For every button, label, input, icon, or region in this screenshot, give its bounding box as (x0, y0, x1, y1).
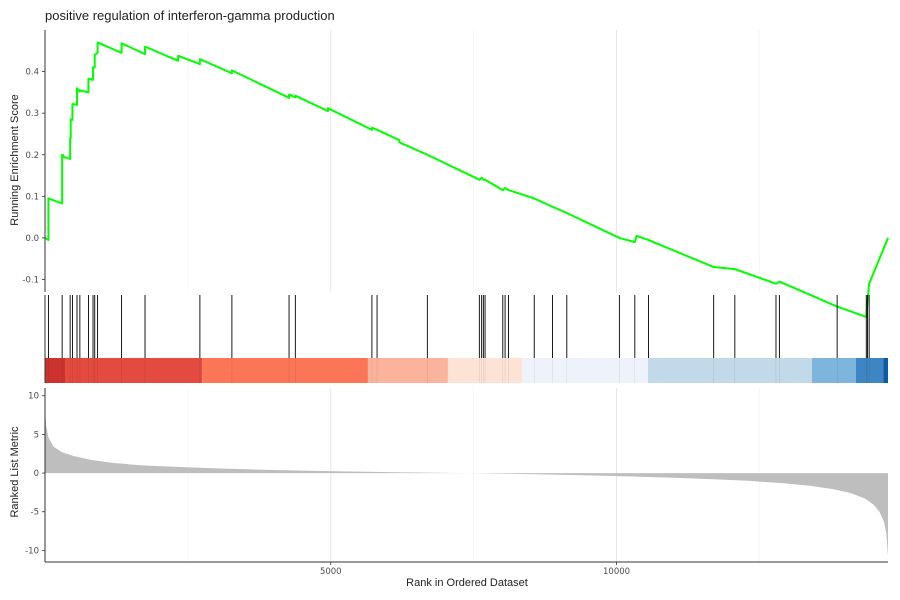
rank-color-segment (522, 358, 649, 383)
rank-y-tick-label: 0 (34, 469, 39, 479)
axes: -0.1 0.0 0.1 0.2 0.3 0.4 -10 -5 0 5 10 5000 10000 (22, 30, 888, 577)
rank-color-bar (45, 358, 888, 383)
rank-color-overlay (45, 358, 66, 383)
rank-color-segment (367, 358, 448, 383)
rank-color-segment (883, 358, 888, 383)
es-y-tick-label: 0.4 (25, 68, 39, 78)
ranked-metric-area (45, 408, 888, 557)
running-score-panel (44, 41, 889, 318)
grid-lines (187, 30, 760, 562)
rank-y-tick-label: 10 (28, 392, 39, 402)
es-y-tick-label: -0.1 (22, 276, 39, 286)
x-tick-label: 5000 (320, 567, 342, 577)
chart-title: positive regulation of interferon-gamma … (45, 8, 335, 23)
gene-hit-panel (47, 295, 870, 358)
rank-color-segment (45, 358, 203, 383)
rank-color-segment (202, 358, 368, 383)
rank-y-tick-label: 5 (34, 430, 39, 440)
rank-y-tick-label: -10 (25, 546, 39, 556)
ranked-list-panel (45, 408, 888, 557)
rank-axis-title: Ranked List Metric (9, 426, 21, 518)
rank-y-tick-label: -5 (31, 508, 39, 518)
rank-color-segment (811, 358, 856, 383)
rank-color-segment (855, 358, 884, 383)
x-axis-title: Rank in Ordered Dataset (406, 577, 528, 589)
rank-color-segment (447, 358, 523, 383)
es-y-tick-label: 0.3 (25, 109, 39, 119)
running-score-line (44, 41, 889, 318)
rank-color-segment (648, 358, 812, 383)
es-y-tick-label: 0.0 (25, 234, 39, 244)
x-tick-label: 10000 (603, 567, 630, 577)
es-y-tick-label: 0.1 (25, 192, 39, 202)
es-y-tick-label: 0.2 (25, 151, 39, 161)
es-axis-title: Running Enrichment Score (9, 94, 21, 225)
